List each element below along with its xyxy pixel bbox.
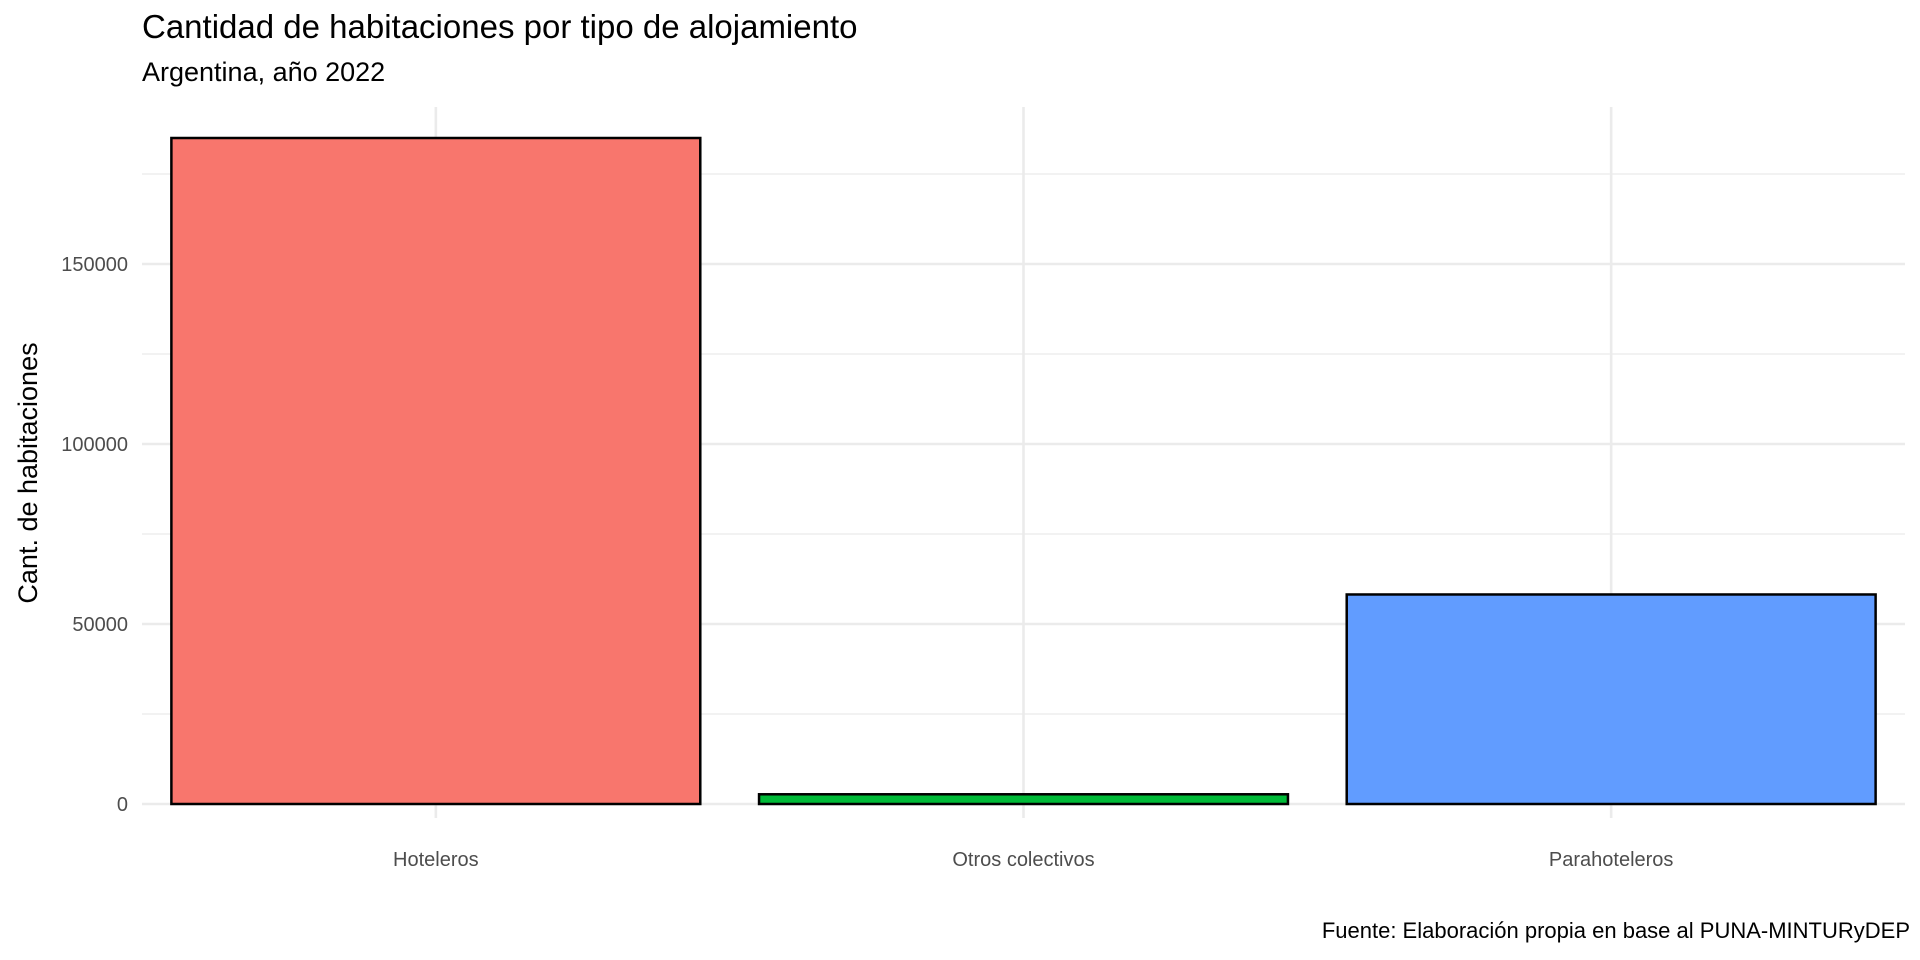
bar-parahoteleros — [1345, 593, 1877, 806]
chart-title: Cantidad de habitaciones por tipo de alo… — [142, 8, 858, 45]
bar-hoteleros — [170, 136, 702, 806]
x-tick-label: Parahoteleros — [1549, 849, 1674, 871]
y-tick-label: 150000 — [61, 254, 128, 276]
y-tick-labels: 0 50000 100000 150000 — [61, 254, 128, 816]
chart-subtitle: Argentina, año 2022 — [142, 57, 386, 87]
y-tick-label: 100000 — [61, 434, 128, 456]
y-axis-label: Cant. de habitaciones — [13, 342, 43, 603]
y-tick-label: 0 — [117, 794, 128, 816]
x-tick-label: Hoteleros — [393, 849, 479, 871]
x-tick-label: Otros colectivos — [952, 849, 1094, 871]
y-tick-label: 50000 — [72, 614, 128, 636]
x-tick-labels: Hoteleros Otros colectivos Parahoteleros — [393, 849, 1673, 871]
bar-otros-colectivos — [757, 793, 1290, 806]
bars-layer — [170, 136, 1877, 806]
chart-caption: Fuente: Elaboración propia en base al PU… — [1321, 918, 1910, 943]
